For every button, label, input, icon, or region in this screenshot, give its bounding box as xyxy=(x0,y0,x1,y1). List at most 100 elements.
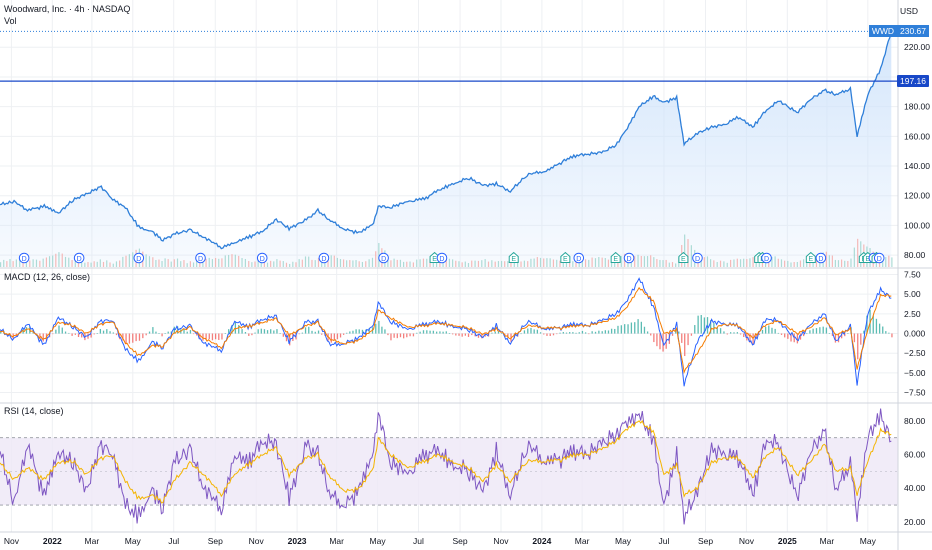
price-scale-label: 40.00 xyxy=(904,483,926,493)
macd-title[interactable]: MACD (12, 26, close) xyxy=(4,272,91,282)
price-scale-label: 220.00 xyxy=(904,42,930,52)
volume-bar xyxy=(719,260,722,267)
volume-bar xyxy=(81,260,83,267)
dividend-marker-label: D xyxy=(764,256,769,263)
macd-histogram-bar xyxy=(301,332,304,334)
volume-bar xyxy=(167,259,169,267)
volume-bar xyxy=(461,262,463,267)
rsi-title[interactable]: RSI (14, close) xyxy=(4,406,64,416)
volume-bar xyxy=(99,259,101,267)
macd-histogram-bar xyxy=(35,333,38,335)
time-scale-label: Jul xyxy=(168,536,179,546)
macd-histogram-bar xyxy=(607,330,610,334)
macd-histogram-bar xyxy=(866,315,868,334)
volume-bar xyxy=(709,259,712,267)
volume-bar xyxy=(186,263,188,267)
macd-histogram-bar xyxy=(878,323,881,334)
time-scale[interactable]: Nov 2022 Mar May Jul Sep Nov 2023 Mar May Jul Sep No… xyxy=(4,536,877,546)
volume-bar xyxy=(234,254,236,267)
volume-bar xyxy=(539,257,542,267)
macd-histogram-bar xyxy=(106,329,108,334)
volume-bar xyxy=(402,261,405,267)
macd-histogram-bar xyxy=(155,331,157,334)
price-scale-label: 0.000 xyxy=(904,329,926,339)
volume-bar xyxy=(39,260,41,267)
volume-bar xyxy=(214,257,217,267)
time-scale-label: Sep xyxy=(698,536,713,546)
price-scale[interactable]: 80.00 100.00 120.00 140.00 160.00 180.00 220.0… xyxy=(904,42,930,527)
signal-line xyxy=(0,286,892,374)
macd-histogram-bar xyxy=(543,333,545,335)
volume-bar xyxy=(604,257,606,267)
dividend-marker-label: D xyxy=(576,256,581,263)
macd-histogram-bar xyxy=(687,333,689,346)
volume-bar xyxy=(189,261,191,267)
volume-bar xyxy=(477,260,480,267)
volume-bar xyxy=(857,238,859,267)
price-scale-label: −2.50 xyxy=(904,348,926,358)
volume-bar xyxy=(375,251,377,267)
macd-histogram-bar xyxy=(764,326,767,334)
volume-bar xyxy=(112,263,114,267)
price-pane: DDDDDDDEDEEDEDEDEEDEDEEDED xyxy=(0,30,898,268)
volume-bar xyxy=(228,254,230,267)
macd-histogram-bar xyxy=(93,333,95,335)
macd-histogram-bar xyxy=(199,333,201,339)
volume-bar xyxy=(55,253,57,267)
volume-bar xyxy=(170,261,172,267)
earnings-marker-label: E xyxy=(865,256,870,263)
volume-bar xyxy=(562,261,564,267)
volume-bar xyxy=(241,258,243,267)
macd-histogram-bar xyxy=(736,332,739,334)
volume-bar xyxy=(687,239,689,267)
volume-bar xyxy=(491,260,493,267)
volume-bar xyxy=(298,259,300,267)
macd-histogram-bar xyxy=(549,333,551,336)
dividend-marker xyxy=(761,252,772,264)
macd-histogram-bar xyxy=(416,332,418,334)
volume-bar xyxy=(828,255,830,267)
symbol-title[interactable]: Woodward, Inc. · 4h · NASDAQ xyxy=(4,4,131,14)
volume-bar xyxy=(58,252,60,267)
macd-histogram-bar xyxy=(90,333,92,338)
macd-histogram-bar xyxy=(474,333,476,337)
volume-bar xyxy=(93,261,95,267)
macd-histogram-bar xyxy=(536,329,539,334)
macd-histogram-bar xyxy=(218,333,220,340)
earnings-marker-label: E xyxy=(563,256,568,263)
volume-bar xyxy=(254,261,256,267)
macd-histogram-bar xyxy=(135,333,137,342)
macd-histogram-bar xyxy=(627,324,629,334)
dividend-marker-label: D xyxy=(695,256,700,263)
volume-bar xyxy=(546,258,548,267)
macd-histogram-bar xyxy=(452,333,454,335)
volume-bar xyxy=(588,259,590,267)
macd-histogram-bar xyxy=(125,333,127,345)
macd-histogram-bar xyxy=(202,333,204,341)
volume-bar xyxy=(192,262,195,267)
volume-bar xyxy=(244,258,246,267)
macd-histogram-bar xyxy=(448,333,451,334)
currency-label[interactable]: USD xyxy=(900,6,918,16)
volume-bar xyxy=(132,252,134,267)
volume-bar xyxy=(746,259,748,267)
volume-label[interactable]: Vol xyxy=(4,16,17,26)
macd-histogram-bar xyxy=(640,321,642,334)
macd-histogram-bar xyxy=(591,331,593,334)
macd-histogram-bar xyxy=(822,326,824,334)
price-scale-label: 7.50 xyxy=(904,270,921,280)
macd-histogram-bar xyxy=(99,328,102,334)
volume-bar xyxy=(507,261,509,267)
volume-bar xyxy=(578,260,580,267)
volume-bar xyxy=(494,261,496,267)
macd-histogram-bar xyxy=(342,333,345,335)
dividend-marker-label: D xyxy=(877,256,882,263)
volume-bar xyxy=(52,255,54,267)
macd-histogram-bar xyxy=(132,333,134,343)
macd-histogram-bar xyxy=(64,331,67,334)
macd-histogram-bar xyxy=(128,333,131,344)
macd-histogram-bar xyxy=(796,333,799,344)
macd-histogram-bar xyxy=(399,333,402,338)
